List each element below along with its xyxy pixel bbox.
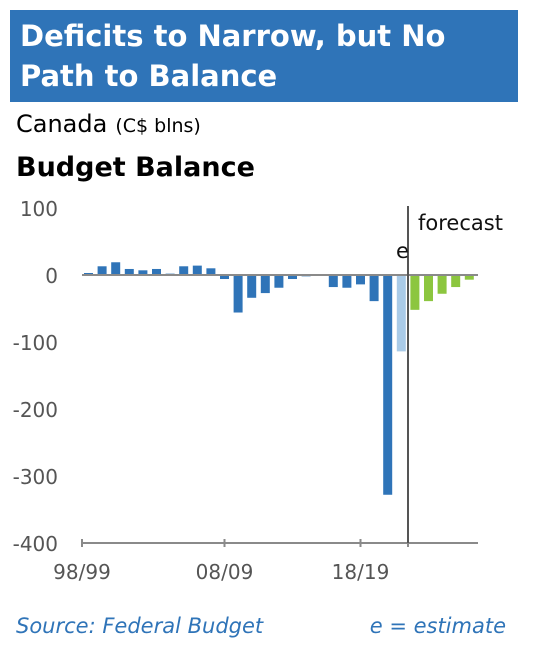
bar bbox=[192, 265, 202, 275]
bar bbox=[451, 275, 461, 288]
x-tick-label: 08/09 bbox=[196, 560, 254, 584]
bar bbox=[288, 275, 297, 280]
bar bbox=[383, 275, 393, 495]
y-tick-label: -200 bbox=[13, 398, 58, 422]
bar bbox=[356, 275, 365, 285]
bar bbox=[247, 275, 257, 298]
subtitle: Canada (C$ blns) bbox=[16, 110, 201, 138]
bar bbox=[179, 266, 189, 275]
estimate-note: e = estimate bbox=[369, 614, 506, 638]
bar bbox=[152, 268, 161, 275]
estimate-marker: e bbox=[396, 239, 409, 263]
bar bbox=[274, 275, 284, 288]
chart-title: Deficits to Narrow, but No Path to Balan… bbox=[20, 19, 446, 93]
x-tick-label: 18/19 bbox=[332, 560, 390, 584]
y-tick-label: -100 bbox=[13, 331, 58, 355]
bar bbox=[437, 275, 447, 294]
bar bbox=[396, 275, 406, 352]
bar bbox=[138, 270, 148, 275]
bar bbox=[260, 275, 270, 294]
bar bbox=[233, 275, 243, 313]
title-bar: Deficits to Narrow, but No Path to Balan… bbox=[10, 10, 518, 102]
bar bbox=[220, 275, 229, 280]
bar bbox=[328, 275, 338, 288]
units-label: (C$ blns) bbox=[115, 115, 201, 137]
y-tick-label: -300 bbox=[13, 465, 58, 489]
country-label: Canada bbox=[16, 110, 108, 138]
bar bbox=[124, 268, 134, 275]
bar bbox=[97, 266, 107, 275]
source-note: Source: Federal Budget bbox=[16, 614, 264, 638]
bar bbox=[424, 275, 433, 302]
bar bbox=[84, 272, 93, 275]
bar bbox=[369, 275, 379, 302]
x-tick-label: 98/99 bbox=[53, 560, 111, 584]
bar bbox=[342, 275, 352, 288]
bar bbox=[206, 268, 216, 275]
bar bbox=[464, 275, 474, 280]
panel-title: Budget Balance bbox=[16, 152, 255, 183]
bar bbox=[111, 262, 121, 275]
y-tick-label: 0 bbox=[45, 264, 58, 288]
y-tick-label: -400 bbox=[13, 532, 58, 556]
bar bbox=[410, 275, 420, 310]
budget-balance-chart: 100 0 -100 -200 -300 -400 98/99 08/09 18/19 forec… bbox=[13, 197, 503, 584]
y-tick-label: 100 bbox=[20, 197, 58, 221]
forecast-label: forecast bbox=[418, 211, 503, 235]
